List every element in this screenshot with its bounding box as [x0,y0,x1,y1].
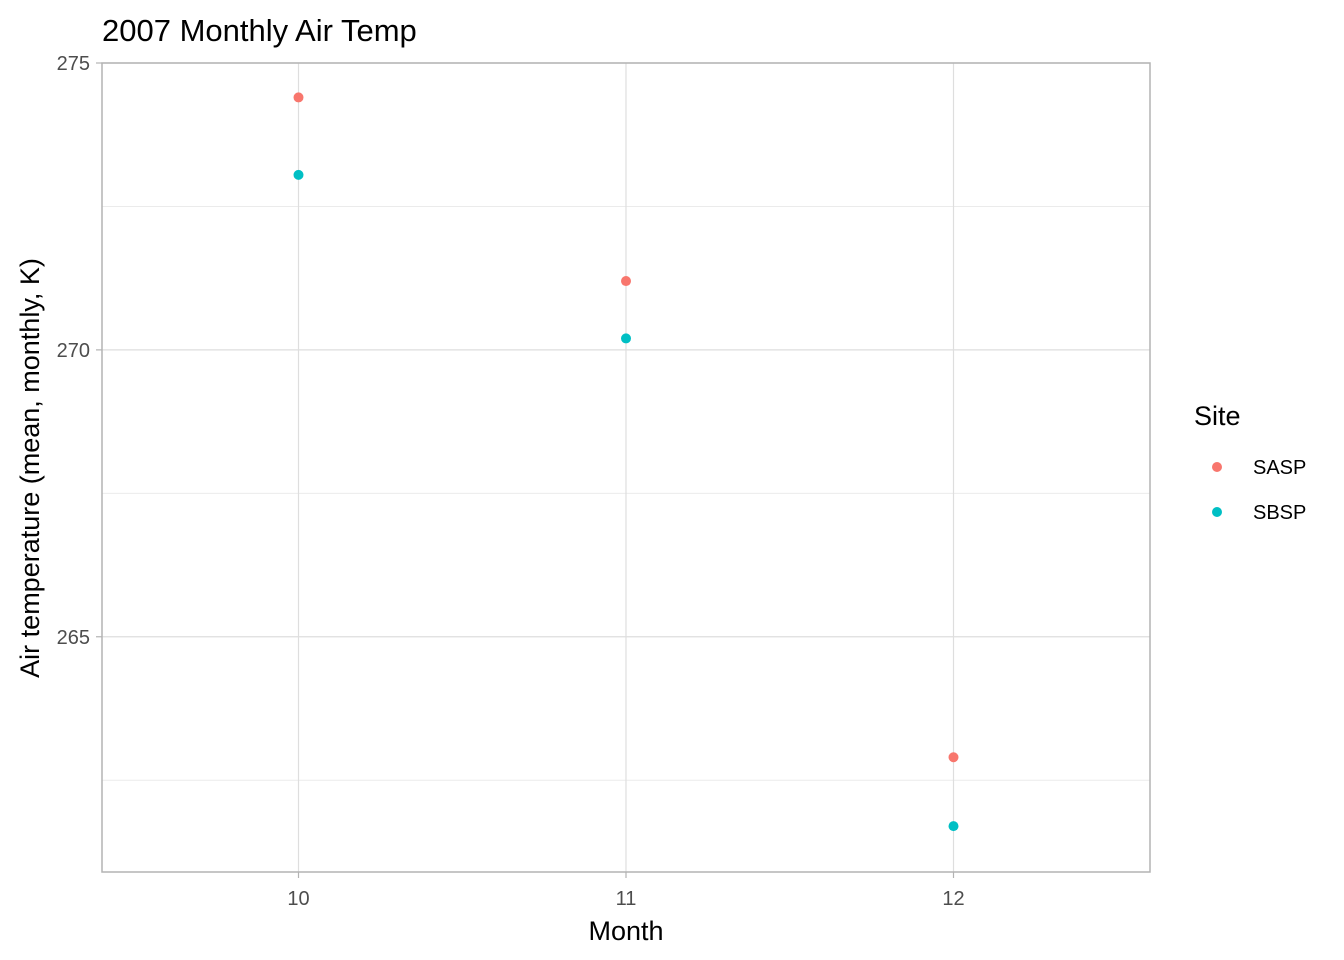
data-point-sbsp [621,333,631,344]
legend-label-sbsp: SBSP [1253,502,1306,524]
legend-key-sasp [1212,462,1222,472]
y-tick-label: 270 [57,340,90,362]
data-point-sasp [293,92,304,103]
x-tick-label: 11 [616,888,637,910]
legend: SASP SBSP [1212,457,1306,524]
chart-title: 2007 Monthly Air Temp [102,13,417,48]
x-tick-label: 12 [942,888,964,910]
data-points [293,92,959,832]
legend-label-sasp: SASP [1253,457,1306,479]
y-axis-title: Air temperature (mean, monthly, K) [15,258,45,678]
y-tick-label: 265 [57,627,90,649]
x-axis-title: Month [588,916,663,946]
data-point-sasp [621,276,631,287]
axis-ticks: 265 270 275 10 11 12 [57,53,965,910]
legend-key-sbsp [1212,507,1222,517]
y-tick-label: 275 [57,53,90,75]
x-tick-label: 10 [287,888,309,910]
legend-title: Site [1194,401,1241,431]
data-point-sbsp [293,169,304,180]
data-point-sbsp [948,821,959,832]
data-point-sasp [948,752,959,763]
